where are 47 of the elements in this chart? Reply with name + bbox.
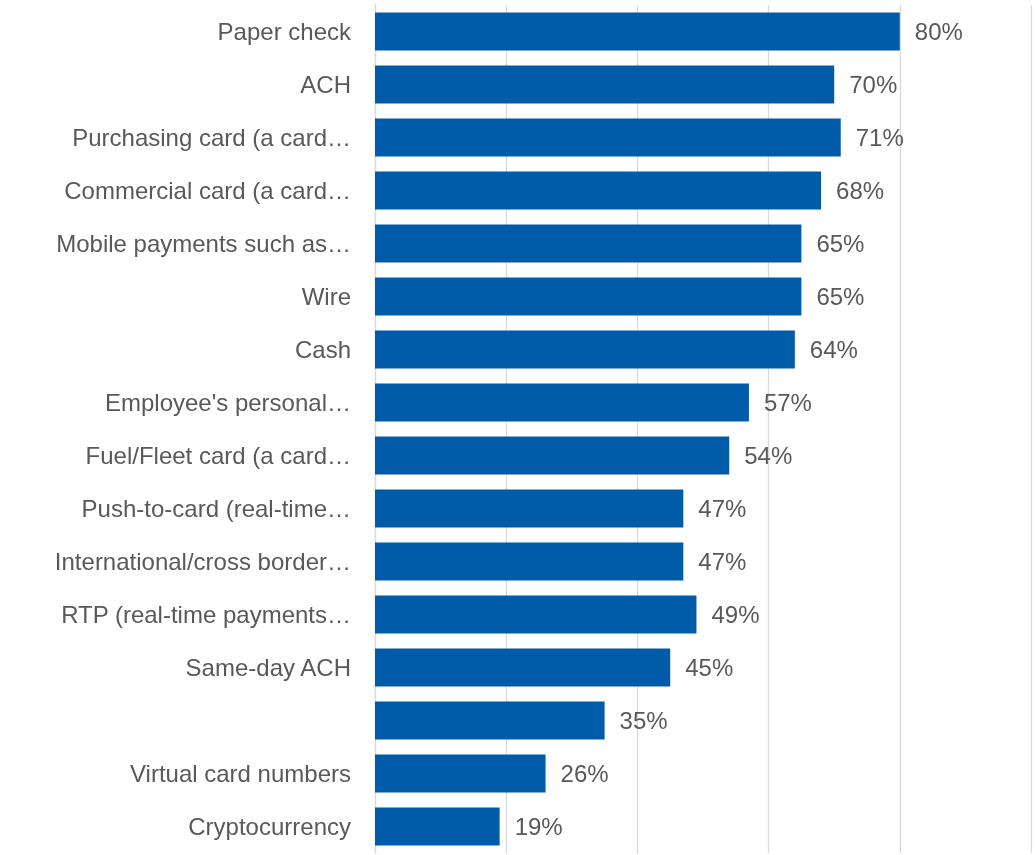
y-tick-label: Cryptocurrency	[188, 813, 351, 840]
bar	[375, 754, 546, 793]
y-tick-label: RTP (real-time payments…	[61, 601, 351, 628]
y-tick-label: Cash	[294, 336, 351, 363]
data-label: 80%	[914, 18, 963, 45]
bar	[375, 224, 802, 263]
bar	[375, 595, 697, 634]
bar	[375, 118, 841, 157]
data-label: 47%	[698, 495, 747, 522]
y-tick-label: Virtual card numbers	[130, 760, 351, 787]
data-label: 65%	[816, 230, 865, 257]
bar	[375, 171, 822, 210]
y-tick-label: Purchasing card (a card…	[72, 124, 351, 151]
data-label: 45%	[685, 654, 734, 681]
data-label: 47%	[698, 548, 747, 575]
bar	[375, 436, 730, 475]
data-label: 57%	[763, 389, 812, 416]
bar	[375, 65, 835, 104]
data-label: 35%	[619, 707, 668, 734]
data-label: 54%	[744, 442, 793, 469]
data-label: 65%	[816, 283, 865, 310]
bar	[375, 383, 749, 422]
y-tick-label: Fuel/Fleet card (a card…	[85, 442, 351, 469]
y-tick-label: ACH	[300, 71, 351, 98]
data-label: 26%	[560, 760, 609, 787]
bar	[375, 489, 684, 528]
y-tick-label: Employee's personal…	[104, 389, 351, 416]
bar	[375, 807, 500, 846]
y-tick-label: Wire	[301, 283, 351, 310]
y-tick-label: Same-day ACH	[185, 654, 351, 681]
data-label: 19%	[514, 813, 563, 840]
data-label: 68%	[836, 177, 885, 204]
bar	[375, 542, 684, 581]
data-label: 64%	[809, 336, 858, 363]
y-tick-label: Mobile payments such as…	[56, 230, 351, 257]
data-label: 49%	[711, 601, 760, 628]
bar	[375, 648, 671, 687]
data-label: 70%	[849, 71, 898, 98]
y-tick-label: International/cross border…	[54, 548, 351, 575]
bar	[375, 701, 605, 740]
bar	[375, 330, 795, 369]
y-tick-label: Commercial card (a card…	[64, 177, 351, 204]
data-label: 71%	[855, 124, 904, 151]
y-tick-label: Push-to-card (real-time…	[81, 495, 351, 522]
bar	[375, 277, 802, 316]
y-tick-label: Paper check	[217, 18, 352, 45]
bar	[375, 12, 900, 51]
